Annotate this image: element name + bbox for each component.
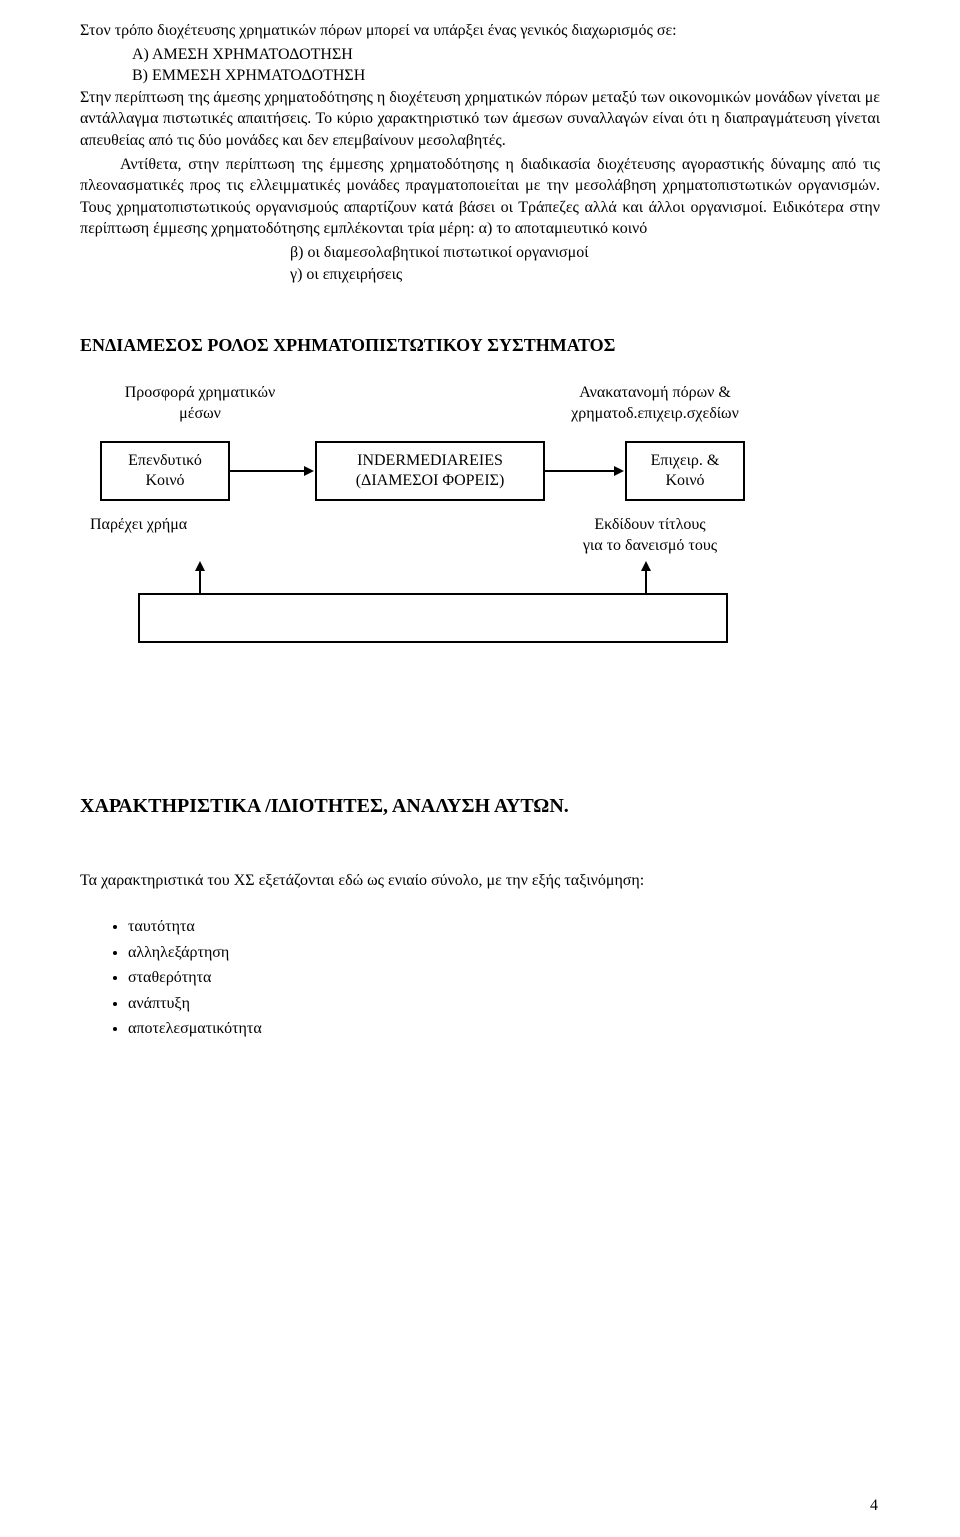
heading-characteristics: ΧΑΡΑΚΤΗΡΙΣΤΙΚΑ /ΙΔΙΟΤΗΤΕΣ, ΑΝΑΛΥΣΗ ΑΥΤΩΝ… — [80, 793, 880, 820]
page-number: 4 — [870, 1495, 878, 1517]
intro-characteristics: Τα χαρακτηριστικά του ΧΣ εξετάζονται εδώ… — [80, 870, 880, 892]
label-bottom-right: Εκδίδουν τίτλουςγια το δανεισμό τους — [545, 515, 755, 557]
arrow-mid-to-right — [545, 470, 622, 472]
arrow-up-left — [199, 563, 201, 593]
section-title: ΕΝΔΙΑΜΕΣΟΣ ΡΟΛΟΣ ΧΡΗΜΑΤΟΠΙΣΤΩΤΙΚΟΥ ΣΥΣΤΗ… — [80, 333, 880, 357]
bullet-item: ανάπτυξη — [128, 993, 880, 1015]
return-box — [138, 593, 728, 643]
box-investor: ΕπενδυτικόΚοινό — [100, 441, 230, 501]
paragraph-direct: Στην περίπτωση της άμεσης χρηματοδότησης… — [80, 87, 880, 152]
bullet-item: αλληλεξάρτηση — [128, 942, 880, 964]
label-bottom-left: Παρέχει χρήμα — [90, 515, 230, 536]
paragraph-intro: Στον τρόπο διοχέτευσης χρηματικών πόρων … — [80, 20, 880, 42]
bullet-list: ταυτότητα αλληλεξάρτηση σταθερότητα ανάπ… — [128, 916, 880, 1040]
arrow-up-right — [645, 563, 647, 593]
item-gamma: γ) οι επιχειρήσεις — [290, 264, 880, 286]
paragraph-indirect: Αντίθετα, στην περίπτωση της έμμεσης χρη… — [80, 154, 880, 240]
bullet-item: ταυτότητα — [128, 916, 880, 938]
option-b: Β) ΕΜΜΕΣΗ ΧΡΗΜΑΤΟΔΟΤΗΣΗ — [132, 65, 880, 87]
bullet-item: αποτελεσματικότητα — [128, 1018, 880, 1040]
bullet-item: σταθερότητα — [128, 967, 880, 989]
label-top-left: Προσφορά χρηματικώνμέσων — [90, 383, 310, 425]
diagram: Προσφορά χρηματικώνμέσων Ανακατανομή πόρ… — [90, 383, 850, 673]
label-top-right: Ανακατανομή πόρων &χρηματοδ.επιχειρ.σχεδ… — [535, 383, 775, 425]
option-a: Α) ΑΜΕΣΗ ΧΡΗΜΑΤΟΔΟΤΗΣΗ — [132, 44, 880, 66]
box-business: Επιχειρ. &Κοινό — [625, 441, 745, 501]
arrow-left-to-mid — [230, 470, 312, 472]
item-beta: β) οι διαμεσολαβητικοί πιστωτικοί οργανι… — [290, 242, 880, 264]
box-intermediaries: INDERMEDIAREIES(ΔΙΑΜΕΣΟΙ ΦΟΡΕΙΣ) — [315, 441, 545, 501]
